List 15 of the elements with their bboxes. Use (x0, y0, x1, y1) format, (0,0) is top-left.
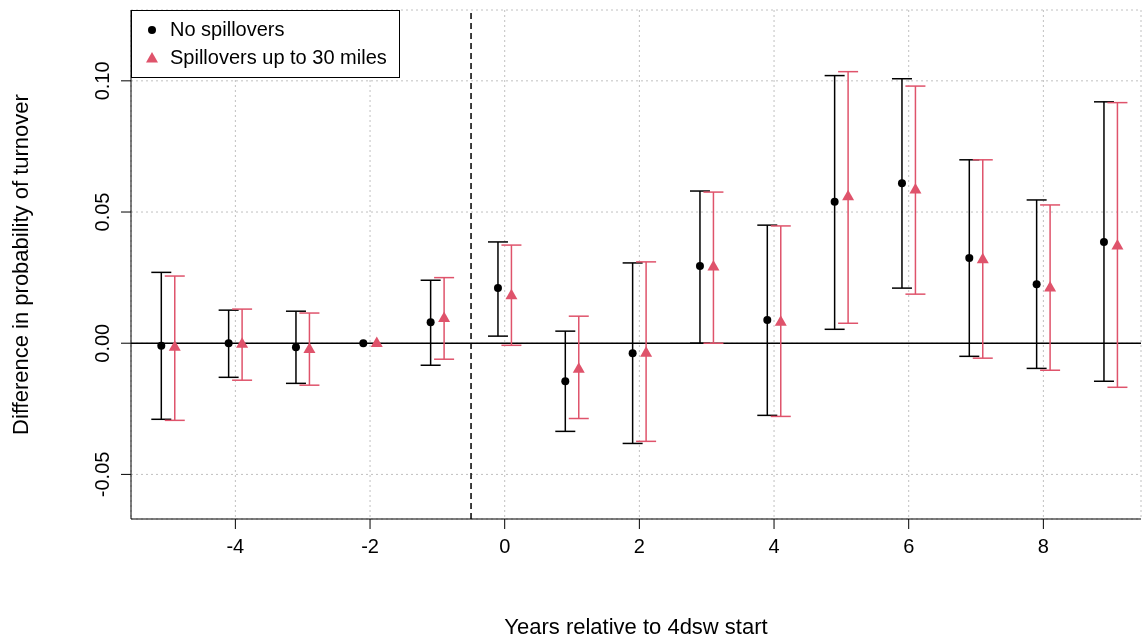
y-tick-label: 0.05 (91, 192, 113, 232)
x-tick-label: 2 (633, 535, 645, 558)
x-tick-label: -4 (226, 535, 245, 558)
legend-label: No spillovers (170, 17, 285, 41)
x-tick-label: -2 (361, 535, 379, 558)
x-tick-label: 8 (1037, 535, 1049, 558)
y-tick-label: -0.05 (91, 451, 113, 498)
x-tick-label: 4 (768, 535, 780, 558)
x-tick-label: 6 (903, 535, 915, 558)
y-axis-title: Difference in probability of turnover (7, 94, 33, 435)
y-tick-label: 0.00 (91, 323, 113, 363)
x-axis-title: Years relative to 4dsw start (504, 614, 768, 639)
legend-label: Spillovers up to 30 miles (170, 45, 387, 69)
x-tick-label: 0 (499, 535, 511, 558)
y-tick-label: 0.10 (91, 61, 113, 101)
